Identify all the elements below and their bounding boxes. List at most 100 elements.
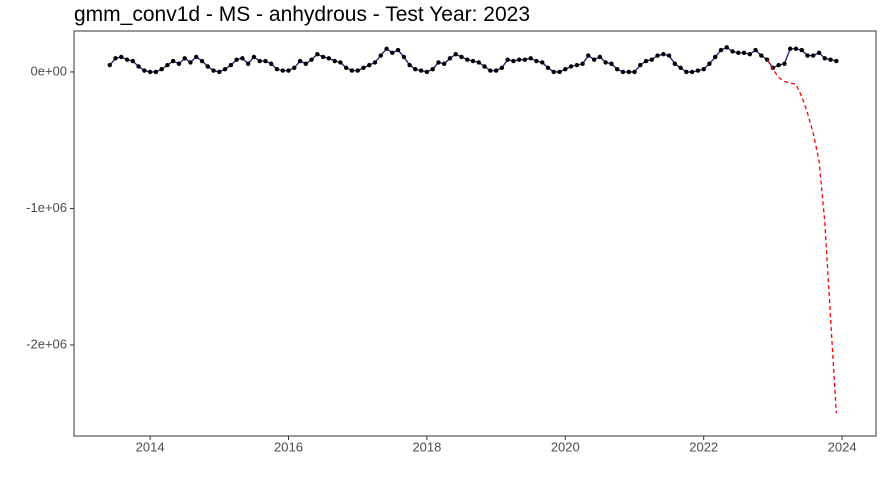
data-point	[384, 46, 389, 51]
data-point	[799, 47, 804, 53]
data-point	[142, 68, 147, 73]
data-point	[372, 60, 378, 65]
data-point	[505, 57, 510, 62]
data-point	[401, 54, 407, 60]
data-point	[580, 61, 585, 66]
data-point	[136, 64, 141, 69]
data-point	[568, 64, 574, 69]
data-point	[793, 46, 799, 51]
data-point	[194, 54, 199, 60]
data-point	[534, 58, 539, 64]
data-point	[338, 60, 343, 65]
data-point	[361, 65, 366, 71]
data-point	[643, 58, 649, 64]
series-line	[766, 59, 837, 414]
data-point	[661, 52, 666, 57]
data-point	[418, 68, 424, 73]
data-point	[516, 57, 522, 62]
data-point	[695, 68, 701, 73]
data-point	[395, 47, 401, 53]
data-point	[292, 65, 297, 71]
data-point	[205, 64, 210, 69]
data-point	[632, 69, 637, 75]
data-point	[280, 68, 285, 73]
data-point	[407, 62, 412, 68]
data-point	[349, 68, 355, 73]
data-point	[159, 67, 164, 72]
x-tick-label: 2022	[689, 439, 718, 454]
x-tick-label: 2014	[136, 439, 165, 454]
data-point	[222, 67, 228, 72]
data-point	[730, 49, 735, 54]
data-point	[741, 50, 747, 56]
data-point	[649, 57, 654, 62]
data-point	[107, 62, 112, 68]
x-tick-label: 2020	[551, 439, 580, 454]
data-point	[545, 65, 551, 71]
data-point	[574, 62, 580, 68]
data-point	[367, 62, 372, 68]
data-point	[309, 57, 314, 62]
data-point	[378, 53, 383, 58]
data-point	[176, 61, 182, 66]
data-point	[343, 65, 349, 71]
panel-border	[73, 30, 877, 437]
x-tick-label: 2024	[828, 439, 857, 454]
data-point	[465, 57, 470, 62]
data-point	[816, 50, 822, 56]
data-point	[234, 57, 239, 62]
data-point	[822, 56, 827, 61]
data-point	[286, 68, 291, 73]
data-point	[251, 54, 257, 60]
data-point	[119, 54, 124, 60]
data-point	[782, 61, 787, 66]
data-point	[718, 47, 724, 53]
x-tick-label: 2018	[412, 439, 441, 454]
data-point	[724, 45, 729, 50]
data-point	[217, 69, 222, 75]
data-point	[447, 56, 453, 61]
x-tick-label: 2016	[274, 439, 303, 454]
data-point	[188, 60, 193, 65]
data-point	[257, 58, 262, 64]
data-point	[684, 69, 689, 75]
data-point	[603, 60, 608, 65]
data-point	[269, 61, 274, 66]
data-point	[713, 54, 718, 60]
data-point	[557, 69, 562, 75]
data-point	[326, 56, 332, 61]
data-point	[211, 68, 216, 73]
data-point	[459, 54, 464, 60]
data-point	[707, 61, 712, 66]
data-point	[678, 65, 683, 71]
data-point	[263, 58, 268, 64]
data-point	[390, 50, 395, 56]
chart-title: gmm_conv1d - MS - anhydrous - Test Year:…	[74, 3, 530, 26]
data-point	[424, 69, 430, 75]
data-point	[493, 68, 499, 73]
data-point	[787, 46, 793, 51]
data-point	[199, 58, 205, 64]
data-point	[597, 54, 603, 60]
data-point	[297, 58, 303, 64]
data-point	[776, 62, 781, 68]
data-point	[638, 62, 643, 68]
data-point	[482, 64, 487, 69]
data-point	[522, 57, 528, 62]
data-point	[147, 69, 153, 75]
data-point	[170, 58, 176, 64]
data-point	[689, 69, 695, 75]
data-point	[753, 47, 758, 53]
data-point	[355, 68, 360, 73]
data-point	[701, 67, 706, 72]
data-point	[591, 57, 597, 62]
data-point	[130, 58, 136, 64]
data-point	[436, 60, 441, 65]
data-point	[124, 57, 130, 62]
data-point	[609, 61, 614, 66]
data-point	[113, 56, 118, 61]
data-point	[182, 56, 187, 61]
data-point	[442, 61, 447, 66]
data-point	[511, 58, 516, 64]
